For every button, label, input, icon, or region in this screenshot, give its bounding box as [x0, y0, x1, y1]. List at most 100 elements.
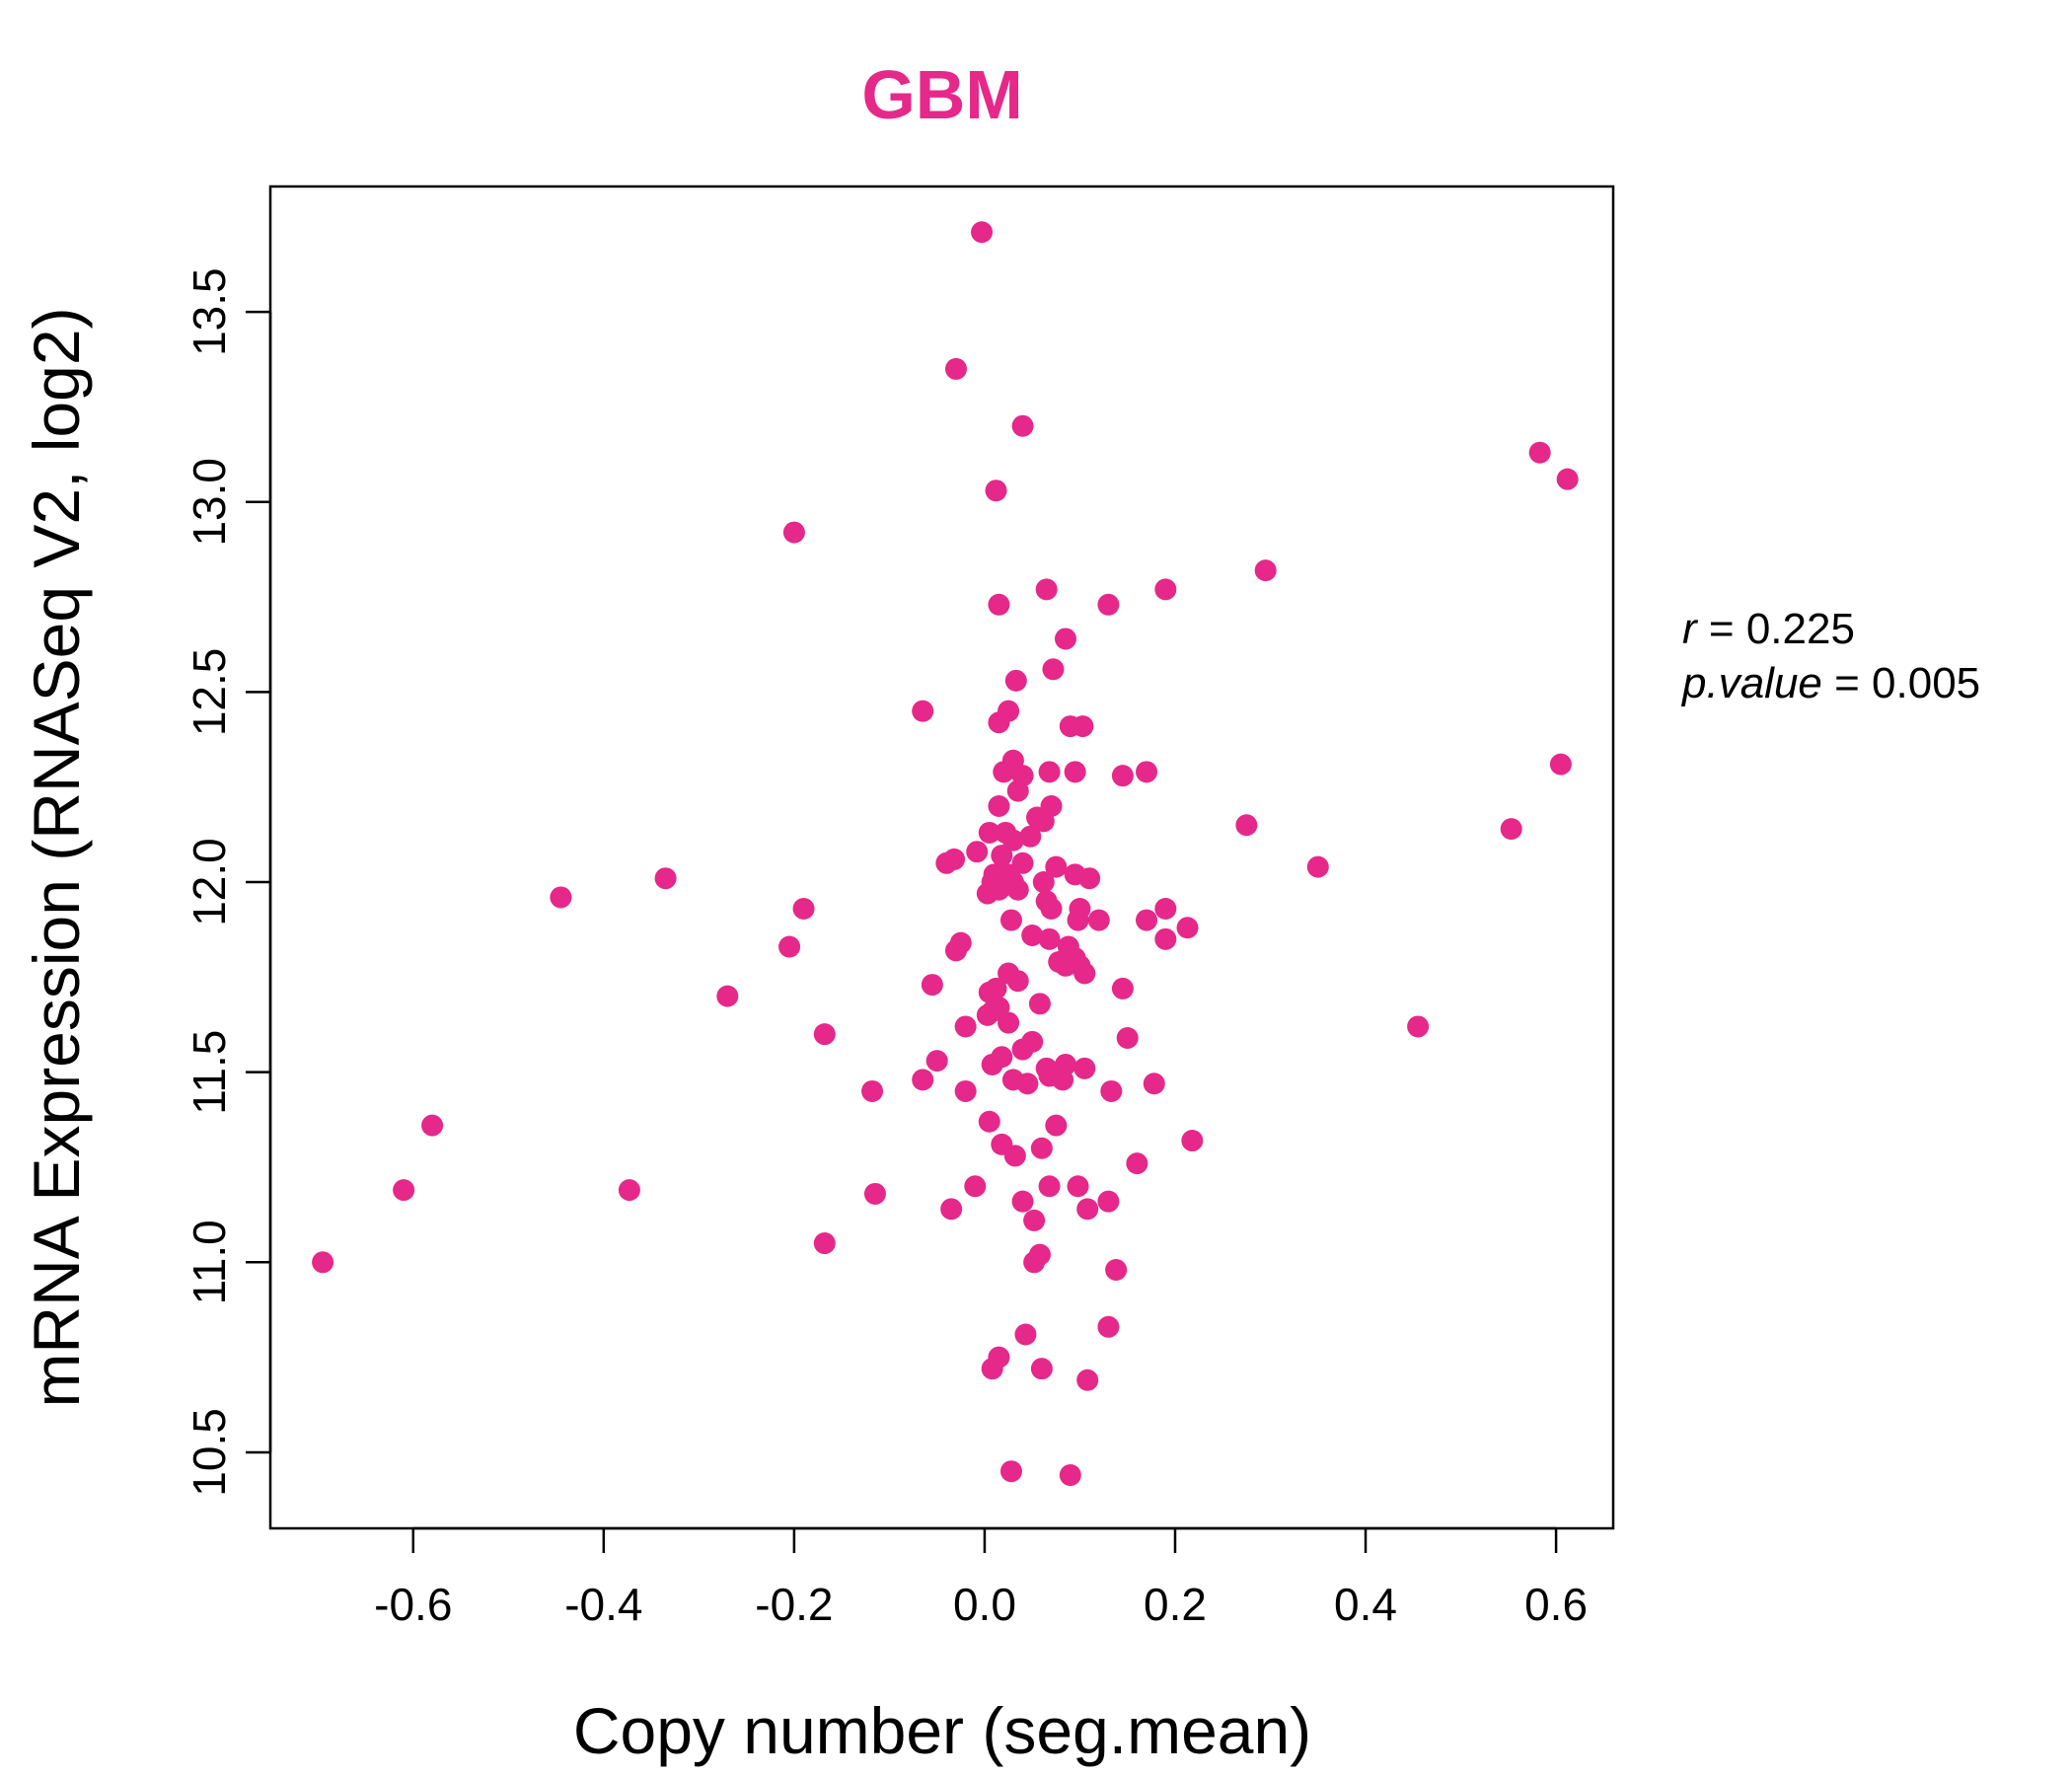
data-point [654, 867, 677, 890]
data-point [991, 845, 1013, 867]
data-point [863, 1182, 886, 1205]
data-point [912, 700, 934, 722]
data-point [1181, 1130, 1204, 1152]
data-point [940, 1198, 963, 1221]
data-point [988, 593, 1010, 616]
data-point [1035, 578, 1058, 601]
data-point [1021, 924, 1044, 946]
data-point [954, 1015, 977, 1038]
y-tick-label: 11.0 [184, 1220, 235, 1304]
data-point [312, 1251, 334, 1274]
data-point [1097, 1315, 1120, 1338]
data-point [1097, 593, 1120, 616]
data-point [1528, 441, 1551, 464]
y-tick-label: 10.5 [184, 1408, 235, 1497]
data-point [925, 1050, 948, 1073]
data-point [1087, 909, 1110, 931]
data-point [1023, 1209, 1046, 1231]
data-point [944, 357, 967, 380]
data-point [993, 761, 1015, 783]
data-point [1030, 1137, 1053, 1159]
r-label: r [1682, 605, 1699, 653]
x-tick-label: 0.4 [1334, 1579, 1397, 1630]
data-point [1154, 898, 1177, 921]
data-point [981, 1358, 1003, 1380]
r-annotation: r = 0.225 [1682, 605, 1855, 653]
data-point [778, 935, 801, 958]
y-tick-label: 13.5 [184, 267, 235, 356]
data-point [393, 1179, 415, 1202]
x-tick-label: -0.4 [564, 1579, 642, 1630]
data-points [312, 221, 1579, 1487]
data-point [1176, 917, 1199, 939]
data-point [1011, 1038, 1034, 1061]
data-point [1064, 761, 1086, 783]
data-point [944, 939, 967, 962]
y-tick-label: 12.0 [184, 838, 235, 926]
data-point [1136, 909, 1158, 931]
data-point [1054, 628, 1076, 650]
x-tick-label: 0.2 [1144, 1579, 1207, 1630]
data-point [1040, 898, 1063, 921]
data-point [912, 1069, 934, 1091]
data-point [813, 1232, 836, 1255]
data-point [1072, 715, 1094, 738]
data-point [1014, 1323, 1037, 1346]
data-point [1032, 810, 1055, 833]
data-point [1038, 927, 1061, 950]
data-point [943, 848, 966, 870]
data-point [1105, 1259, 1128, 1282]
data-point [1006, 970, 1029, 993]
data-point [1116, 1027, 1139, 1050]
x-tick-label: 0.6 [1524, 1579, 1588, 1630]
data-point [971, 221, 994, 244]
data-point [1006, 779, 1029, 802]
data-point [1111, 977, 1134, 999]
x-axis: -0.6 -0.4 -0.2 0.0 0.2 0.4 0.6 [374, 1526, 1588, 1630]
data-point [998, 1011, 1020, 1034]
data-point [1154, 578, 1177, 601]
y-axis: 10.5 11.0 11.5 12.0 12.5 13.0 13.5 [184, 267, 272, 1497]
data-point [988, 878, 1010, 901]
data-point [978, 821, 1000, 844]
data-point [1306, 855, 1329, 878]
data-point [954, 1079, 977, 1102]
data-point [1500, 818, 1522, 841]
data-point [618, 1179, 640, 1202]
data-point [1076, 1198, 1099, 1221]
data-point [981, 1053, 1003, 1075]
data-point [1143, 1073, 1165, 1095]
data-point [966, 841, 989, 863]
chart-title: GBM [861, 56, 1022, 133]
data-point [1045, 855, 1068, 878]
data-point [1004, 669, 1027, 692]
x-axis-label: Copy number (seg.mean) [573, 1694, 1311, 1767]
data-point [1016, 1073, 1039, 1095]
r-value: 0.225 [1746, 605, 1855, 653]
x-tick-label: -0.2 [755, 1579, 833, 1630]
data-point [978, 1110, 1000, 1133]
data-point [1023, 1251, 1046, 1274]
data-point [1078, 867, 1101, 890]
data-point [1045, 1114, 1068, 1137]
data-point [1407, 1015, 1430, 1038]
data-point [921, 974, 943, 997]
data-point [1038, 1175, 1061, 1198]
data-point [1073, 1057, 1096, 1079]
data-point [1003, 1145, 1026, 1167]
x-tick-label: 0.0 [953, 1579, 1016, 1630]
data-point [1154, 927, 1177, 950]
data-point [1059, 1464, 1081, 1487]
y-axis-label: mRNA Expression (RNASeq V2, log2) [20, 307, 93, 1407]
p-value-label: p.value [1680, 659, 1822, 707]
data-point [1032, 871, 1055, 894]
y-tick-label: 11.5 [184, 1030, 235, 1115]
data-point [1006, 878, 1029, 901]
p-value-annotation: p.value = 0.005 [1680, 659, 1980, 707]
data-point [782, 521, 805, 544]
data-point [1111, 765, 1134, 787]
data-point [988, 794, 1010, 817]
data-point [964, 1175, 987, 1198]
data-point [1052, 1069, 1074, 1091]
data-point [813, 1023, 836, 1046]
